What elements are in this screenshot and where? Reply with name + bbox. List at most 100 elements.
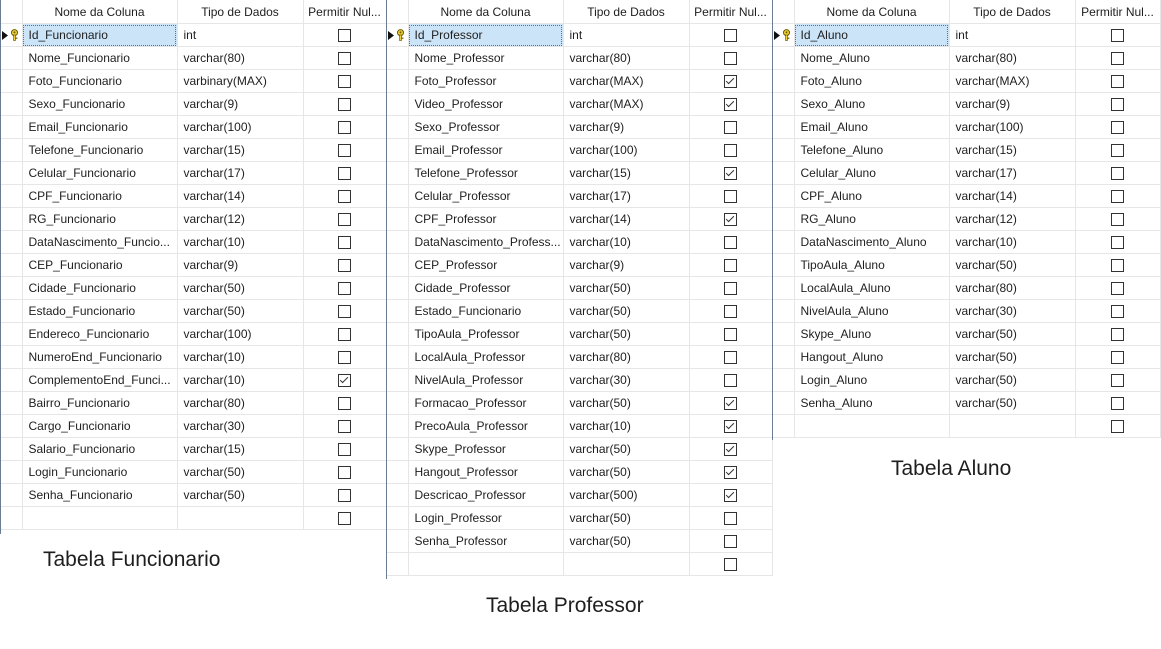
allow-nulls-checkbox[interactable] [724,29,737,43]
allow-nulls-checkbox[interactable] [724,558,737,572]
column-name-cell[interactable]: CPF_Funcionario [22,184,178,208]
table-row[interactable]: Nome_Aluno varchar(80) [773,46,1161,70]
data-type-cell[interactable]: varchar(50) [949,345,1076,369]
column-name-cell[interactable]: Celular_Funcionario [22,161,178,185]
data-type-cell[interactable]: varchar(15) [177,138,304,162]
table-row[interactable]: Foto_Aluno varchar(MAX) [773,69,1161,93]
column-name-cell[interactable]: Telefone_Funcionario [22,138,178,162]
allow-nulls-checkbox[interactable] [338,420,351,434]
row-selector[interactable] [387,552,409,576]
row-selector[interactable] [1,184,23,208]
column-name-cell[interactable]: CPF_Professor [408,207,564,231]
row-selector[interactable] [387,322,409,346]
table-row[interactable]: CPF_Funcionario varchar(14) [1,184,387,208]
allow-nulls-checkbox[interactable] [1111,259,1124,273]
data-type-cell[interactable]: varchar(50) [949,322,1076,346]
column-name-cell[interactable]: ComplementoEnd_Funci... [22,368,178,392]
row-selector[interactable] [1,345,23,369]
table-row[interactable]: LocalAula_Aluno varchar(80) [773,276,1161,300]
table-row[interactable]: CEP_Funcionario varchar(9) [1,253,387,277]
column-name-cell[interactable]: Login_Professor [408,506,564,530]
allow-nulls-checkbox[interactable] [1111,52,1124,66]
table-row[interactable]: Email_Aluno varchar(100) [773,115,1161,139]
column-name-cell[interactable]: Senha_Professor [408,529,564,553]
allow-nulls-checkbox[interactable] [724,466,737,480]
row-selector[interactable] [1,368,23,392]
data-type-cell[interactable]: varchar(500) [563,483,690,507]
column-name-cell[interactable]: Formacao_Professor [408,391,564,415]
allow-nulls-checkbox[interactable] [338,282,351,296]
data-type-cell[interactable]: varchar(50) [563,391,690,415]
column-name-cell[interactable]: Sexo_Professor [408,115,564,139]
table-row[interactable]: Estado_Funcionario varchar(50) [1,299,387,323]
column-name-cell[interactable]: TipoAula_Aluno [794,253,950,277]
data-type-cell[interactable]: varchar(9) [949,92,1076,116]
data-type-cell[interactable]: varchar(17) [177,161,304,185]
allow-nulls-checkbox[interactable] [338,98,351,112]
row-selector[interactable] [387,46,409,70]
table-row[interactable]: Endereco_Funcionario varchar(100) [1,322,387,346]
data-type-cell[interactable] [563,552,690,576]
data-type-header[interactable]: Tipo de Dados [177,0,304,24]
column-name-cell[interactable]: Login_Aluno [794,368,950,392]
data-type-cell[interactable]: varchar(15) [177,437,304,461]
table-row[interactable]: Nome_Professor varchar(80) [387,46,773,70]
data-type-cell[interactable]: varchar(50) [949,253,1076,277]
row-selector[interactable] [387,23,409,47]
data-type-cell[interactable]: varchar(50) [177,299,304,323]
data-type-cell[interactable]: varchar(50) [563,276,690,300]
table-row[interactable]: NivelAula_Professor varchar(30) [387,368,773,392]
data-type-cell[interactable]: varchar(50) [563,322,690,346]
data-type-cell[interactable]: varchar(10) [949,230,1076,254]
column-name-cell[interactable]: Descricao_Professor [408,483,564,507]
data-type-cell[interactable]: varchar(MAX) [563,92,690,116]
column-name-cell[interactable]: Video_Professor [408,92,564,116]
table-row[interactable]: Estado_Funcionario varchar(50) [387,299,773,323]
allow-nulls-checkbox[interactable] [338,121,351,135]
row-selector[interactable] [773,46,795,70]
row-selector[interactable] [773,23,795,47]
data-type-cell[interactable]: varchar(10) [563,414,690,438]
allow-nulls-checkbox[interactable] [338,374,351,388]
data-type-cell[interactable]: varchar(50) [177,276,304,300]
table-row[interactable]: Email_Funcionario varchar(100) [1,115,387,139]
allow-nulls-checkbox[interactable] [1111,29,1124,43]
allow-nulls-checkbox[interactable] [724,512,737,526]
data-type-cell[interactable]: varchar(50) [177,460,304,484]
data-type-cell[interactable]: varchar(80) [563,46,690,70]
table-row[interactable]: Login_Funcionario varchar(50) [1,460,387,484]
allow-nulls-checkbox[interactable] [724,374,737,388]
allow-nulls-checkbox[interactable] [338,144,351,158]
row-selector[interactable] [1,506,23,530]
column-name-header[interactable]: Nome da Coluna [794,0,950,24]
column-name-cell[interactable]: Hangout_Professor [408,460,564,484]
table-row[interactable]: Hangout_Professor varchar(50) [387,460,773,484]
table-row[interactable]: TipoAula_Aluno varchar(50) [773,253,1161,277]
allow-nulls-checkbox[interactable] [338,328,351,342]
row-selector[interactable] [1,207,23,231]
allow-nulls-checkbox[interactable] [1111,98,1124,112]
table-row[interactable]: Login_Professor varchar(50) [387,506,773,530]
table-row[interactable]: DataNascimento_Funcio... varchar(10) [1,230,387,254]
table-row[interactable]: Descricao_Professor varchar(500) [387,483,773,507]
row-selector[interactable] [387,253,409,277]
column-name-cell[interactable]: Email_Aluno [794,115,950,139]
data-type-cell[interactable]: varchar(80) [177,391,304,415]
row-selector[interactable] [387,138,409,162]
table-row[interactable]: Celular_Funcionario varchar(17) [1,161,387,185]
allow-nulls-checkbox[interactable] [338,75,351,89]
allow-nulls-checkbox[interactable] [724,397,737,411]
data-type-cell[interactable]: varchar(15) [563,161,690,185]
data-type-cell[interactable]: varchar(100) [177,322,304,346]
allow-nulls-checkbox[interactable] [724,98,737,112]
allow-nulls-checkbox[interactable] [338,236,351,250]
row-selector[interactable] [387,276,409,300]
allow-nulls-checkbox[interactable] [1111,328,1124,342]
table-row[interactable]: CEP_Professor varchar(9) [387,253,773,277]
data-type-cell[interactable]: int [563,23,690,47]
column-name-cell[interactable]: NivelAula_Aluno [794,299,950,323]
column-name-cell[interactable]: Id_Professor [408,23,564,47]
row-selector[interactable] [387,161,409,185]
row-selector[interactable] [1,161,23,185]
row-selector[interactable] [1,437,23,461]
